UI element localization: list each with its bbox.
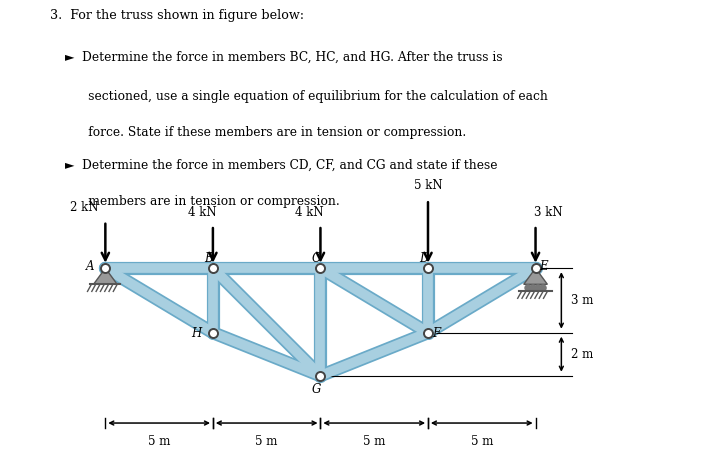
Text: F: F [433, 327, 441, 340]
Polygon shape [94, 268, 117, 284]
Text: 3.  For the truss shown in figure below:: 3. For the truss shown in figure below: [50, 9, 305, 22]
Text: 3 m: 3 m [571, 294, 593, 307]
Text: D: D [419, 252, 428, 265]
Text: 5 m: 5 m [471, 435, 493, 448]
Text: ►  Determine the force in members BC, HC, and HG. After the truss is: ► Determine the force in members BC, HC,… [65, 51, 503, 64]
Text: members are in tension or compression.: members are in tension or compression. [65, 195, 340, 208]
Text: 4 kN: 4 kN [295, 206, 324, 219]
Text: E: E [539, 259, 547, 272]
Text: 5 kN: 5 kN [414, 179, 442, 192]
Text: B: B [204, 252, 213, 265]
Text: 5 m: 5 m [363, 435, 385, 448]
Text: 5 m: 5 m [148, 435, 171, 448]
Text: 2 m: 2 m [571, 348, 593, 361]
Text: C: C [312, 252, 320, 265]
Text: A: A [86, 259, 94, 272]
Text: 2 kN: 2 kN [70, 202, 98, 214]
Circle shape [525, 285, 531, 291]
Text: force. State if these members are in tension or compression.: force. State if these members are in ten… [65, 126, 466, 139]
Text: 5 m: 5 m [256, 435, 278, 448]
Text: 4 kN: 4 kN [188, 206, 217, 219]
Text: G: G [312, 383, 321, 396]
Polygon shape [523, 268, 547, 284]
Circle shape [535, 285, 541, 291]
Circle shape [530, 285, 536, 291]
Circle shape [540, 285, 546, 291]
Text: sectioned, use a single equation of equilibrium for the calculation of each: sectioned, use a single equation of equi… [65, 90, 548, 103]
Text: H: H [192, 327, 202, 340]
Text: ►  Determine the force in members CD, CF, and CG and state if these: ► Determine the force in members CD, CF,… [65, 159, 498, 172]
Text: 3 kN: 3 kN [534, 206, 563, 219]
